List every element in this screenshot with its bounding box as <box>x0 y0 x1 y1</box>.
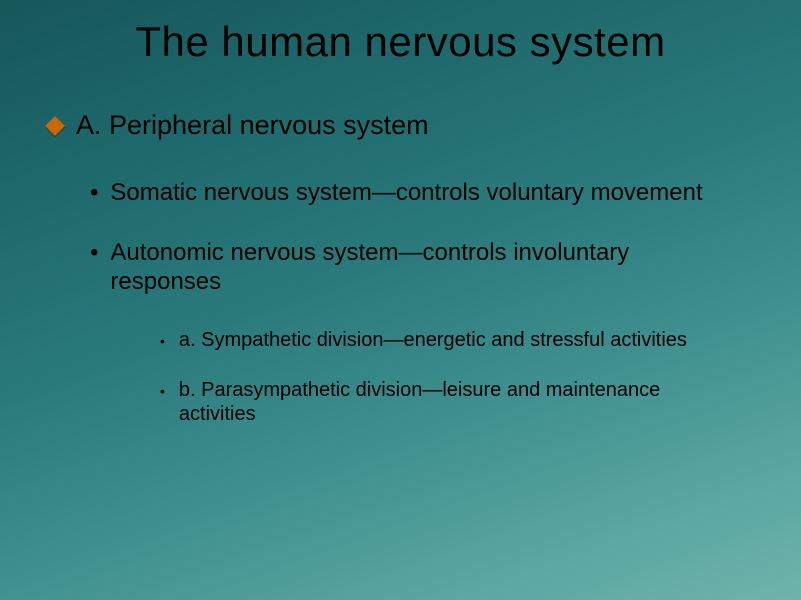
level2-text: Somatic nervous system—controls voluntar… <box>110 179 702 207</box>
round-bullet-icon: • <box>90 241 98 265</box>
small-bullet-icon: • <box>160 384 165 398</box>
round-bullet-icon: • <box>90 181 98 205</box>
small-bullet-icon: • <box>160 334 165 348</box>
bullet-level3: • a. Sympathetic division—energetic and … <box>160 328 753 352</box>
bullet-level3: • b. Parasympathetic division—leisure an… <box>160 378 753 426</box>
level1-text: A. Peripheral nervous system <box>76 110 429 141</box>
bullet-level2: • Autonomic nervous system—controls invo… <box>90 239 753 296</box>
level3-text: b. Parasympathetic division—leisure and … <box>179 378 733 426</box>
bullet-level2: • Somatic nervous system—controls volunt… <box>90 179 753 207</box>
level2-text: Autonomic nervous system—controls involu… <box>110 239 733 296</box>
bullet-level1: A. Peripheral nervous system <box>48 110 753 141</box>
slide-content: A. Peripheral nervous system • Somatic n… <box>48 110 753 452</box>
slide: The human nervous system A. Peripheral n… <box>0 0 801 600</box>
slide-title: The human nervous system <box>0 18 801 66</box>
level3-text: a. Sympathetic division—energetic and st… <box>179 328 687 352</box>
diamond-bullet-icon <box>45 116 65 136</box>
